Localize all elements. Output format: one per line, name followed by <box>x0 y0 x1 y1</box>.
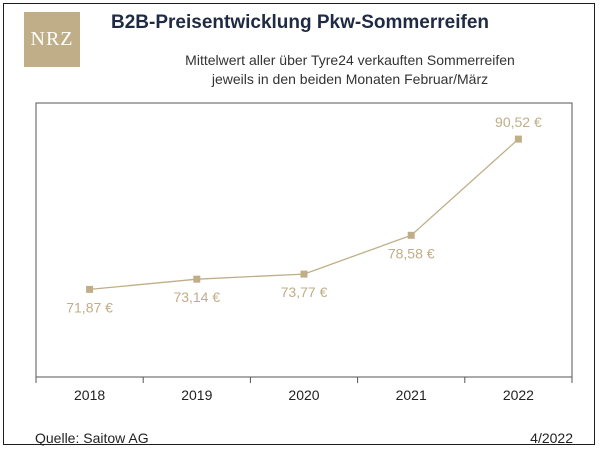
x-tick-label: 2020 <box>288 387 319 403</box>
data-label: 73,14 € <box>173 289 220 305</box>
chart-subtitle-line2: jeweils in den beiden Monaten Februar/Mä… <box>211 71 489 87</box>
source-note: Quelle: Saitow AG <box>35 430 149 446</box>
chart-title: B2B-Preisentwicklung Pkw-Sommerreifen <box>111 12 489 33</box>
x-tick-label: 2021 <box>396 387 427 403</box>
data-point-marker <box>407 231 415 239</box>
data-point-marker <box>86 285 94 293</box>
data-point-marker <box>514 135 522 143</box>
data-point-marker <box>193 275 201 283</box>
chart-frame <box>3 3 595 445</box>
plot-area-border <box>35 102 573 377</box>
chart-subtitle-line1: Mittelwert aller über Tyre24 verkauften … <box>185 52 515 68</box>
data-point-marker <box>300 270 308 278</box>
x-tick-label: 2022 <box>503 387 534 403</box>
data-label: 71,87 € <box>66 299 113 315</box>
x-tick-label: 2018 <box>74 387 105 403</box>
data-label: 78,58 € <box>388 245 435 261</box>
series-line <box>89 138 519 291</box>
x-tick-label: 2019 <box>181 387 212 403</box>
nrz-logo: NRZ <box>24 12 80 67</box>
data-label: 90,52 € <box>495 114 542 130</box>
logo-text: NRZ <box>30 28 74 50</box>
data-label: 73,77 € <box>281 284 328 300</box>
publication-date: 4/2022 <box>530 430 573 446</box>
